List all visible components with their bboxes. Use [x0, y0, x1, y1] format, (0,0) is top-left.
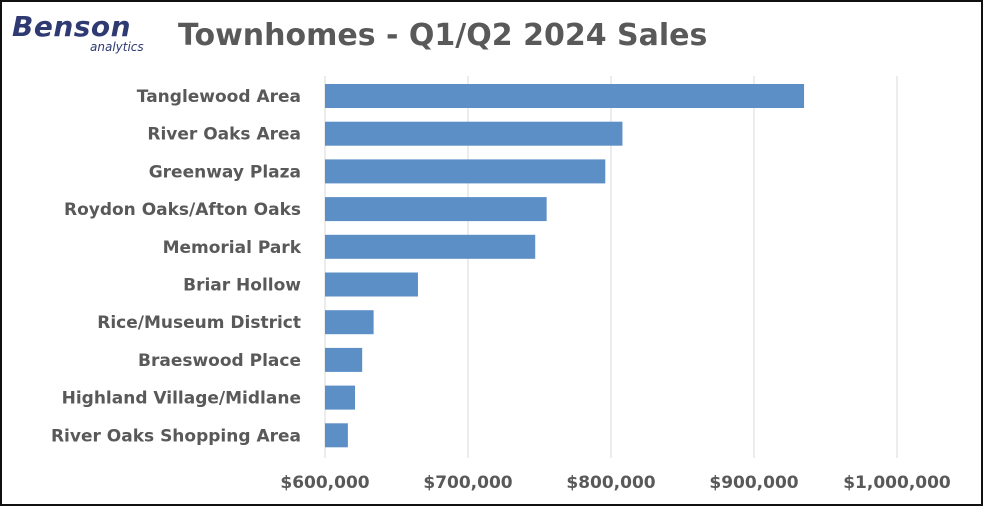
bar — [325, 121, 623, 146]
x-tick-label: $600,000 — [280, 473, 369, 493]
bar — [325, 197, 547, 222]
category-label: Greenway Plaza — [149, 162, 301, 182]
category-label: Highland Village/Midlane — [62, 389, 301, 409]
chart-title: Townhomes - Q1/Q2 2024 Sales — [178, 18, 708, 53]
category-label: River Oaks Shopping Area — [51, 426, 301, 446]
category-label: River Oaks Area — [147, 125, 301, 145]
bar — [325, 385, 356, 410]
bar — [325, 272, 418, 297]
category-label: Rice/Museum District — [97, 313, 301, 333]
x-tick-label: $800,000 — [566, 473, 655, 493]
x-tick-label: $700,000 — [423, 473, 512, 493]
category-label: Roydon Oaks/Afton Oaks — [64, 200, 301, 220]
bar — [325, 347, 363, 372]
bar — [325, 234, 536, 259]
category-label: Braeswood Place — [138, 351, 301, 371]
x-tick-label: $900,000 — [709, 473, 798, 493]
category-label: Memorial Park — [163, 238, 302, 258]
x-tick-label: $1,000,000 — [843, 473, 951, 493]
bar — [325, 310, 374, 335]
logo-wordmark: Benson — [12, 10, 132, 43]
category-label: Briar Hollow — [183, 276, 301, 296]
category-label: Tanglewood Area — [137, 87, 301, 107]
bar — [325, 84, 805, 108]
benson-analytics-logo: Benson analytics — [12, 10, 162, 60]
logo-subtitle: analytics — [90, 40, 144, 54]
bar — [325, 423, 348, 448]
bar — [325, 159, 606, 184]
